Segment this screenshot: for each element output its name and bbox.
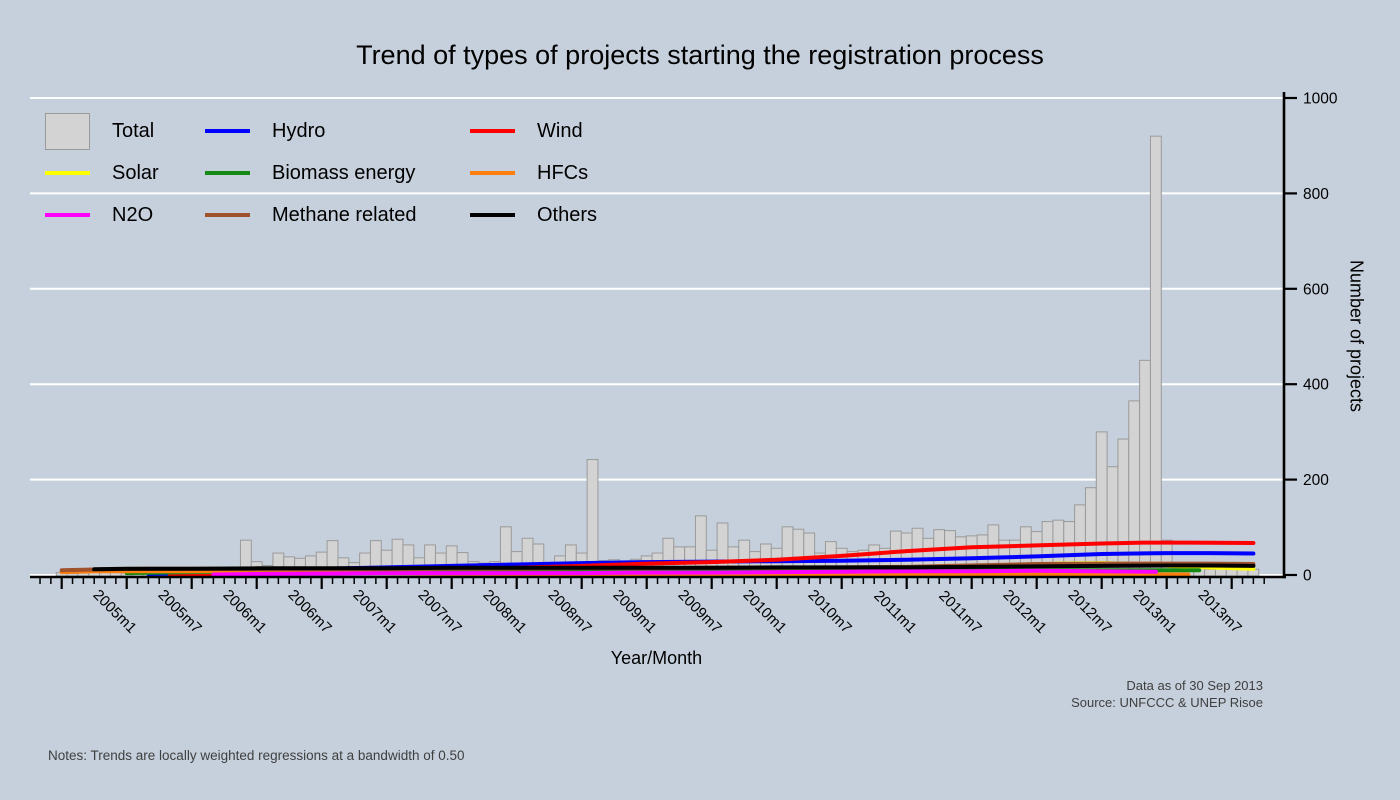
- legend-label: Hydro: [272, 119, 326, 142]
- y-tick-label: 800: [1303, 186, 1329, 203]
- legend-swatch-box-total: [45, 112, 90, 150]
- x-tick-label: 2011m7: [935, 587, 985, 637]
- trend-line-n2o: [211, 568, 1158, 577]
- legend-item-hydro: Hydro: [205, 110, 470, 152]
- y-tick-label: 1000: [1303, 91, 1338, 108]
- legend-swatch-line-hydro: [205, 129, 250, 133]
- x-tick-label: 2010m7: [805, 586, 855, 636]
- x-tick-label: 2005m1: [90, 586, 140, 636]
- legend-swatch-line-biomass-energy: [205, 171, 250, 175]
- legend-swatch-line-hfcs: [470, 171, 515, 175]
- trend-line-others: [92, 563, 1256, 572]
- legend-item-others: Others: [470, 194, 597, 236]
- y-axis-title: Number of projects: [1346, 259, 1367, 413]
- y-tick-label: 600: [1303, 281, 1329, 298]
- legend-label: Biomass energy: [272, 161, 416, 184]
- data-as-of-text: Data as of 30 Sep 2013: [1126, 678, 1263, 693]
- x-tick-label: 2008m7: [545, 586, 595, 636]
- legend-label: Solar: [112, 161, 159, 184]
- legend-item-methane-related: Methane related: [205, 194, 470, 236]
- x-tick-label: 2009m1: [610, 586, 660, 636]
- legend-swatch-line-methane-related: [205, 213, 250, 217]
- source-block: Data as of 30 Sep 2013 Source: UNFCCC & …: [663, 678, 1263, 711]
- legend-label: HFCs: [537, 161, 589, 184]
- legend-item-wind: Wind: [470, 110, 597, 152]
- x-tick-label: 2013m7: [1195, 586, 1245, 636]
- y-tick-label: 200: [1303, 472, 1329, 489]
- legend: Total Hydro Wind Solar Biomass energy HFCs N2O…: [45, 110, 597, 236]
- total-bar: [586, 459, 599, 577]
- legend-item-hfcs: HFCs: [470, 152, 597, 194]
- y-tick-label: 400: [1303, 377, 1329, 394]
- x-tick-label: 2005m7: [155, 586, 205, 636]
- x-tick-label: 2013m1: [1130, 586, 1180, 636]
- chart-title: Trend of types of projects starting the …: [356, 40, 1044, 70]
- total-bar: [1106, 466, 1119, 577]
- x-tick-label: 2012m1: [1000, 586, 1050, 636]
- legend-label: N2O: [112, 203, 154, 226]
- legend-label: Others: [537, 203, 598, 226]
- x-tick-label: 2006m1: [220, 586, 270, 636]
- notes-text: Notes: Trends are locally weighted regre…: [48, 748, 465, 763]
- legend-swatch-line-others: [470, 213, 515, 217]
- x-tick-label: 2011m1: [870, 587, 920, 637]
- total-bar: [1149, 135, 1162, 577]
- total-bar: [1128, 400, 1141, 577]
- legend-item-n2o: N2O: [45, 194, 205, 236]
- x-tick-label: 2010m1: [740, 586, 790, 636]
- source-text: Source: UNFCCC & UNEP Risoe: [1071, 694, 1263, 710]
- legend-swatch-line-wind: [470, 129, 515, 133]
- total-bar: [1204, 568, 1216, 577]
- legend-item-solar: Solar: [45, 152, 205, 194]
- x-tick-label: 2009m7: [675, 586, 725, 636]
- y-tick-label: 0: [1303, 568, 1312, 585]
- legend-label: Total: [112, 119, 155, 142]
- legend-swatch-line-n2o: [45, 213, 90, 217]
- x-tick-label: 2012m7: [1065, 586, 1115, 636]
- legend-swatch-line-solar: [45, 171, 90, 175]
- x-axis-title: Year/Month: [610, 648, 703, 668]
- legend-item-total: Total: [45, 110, 205, 152]
- legend-label: Methane related: [272, 203, 417, 226]
- total-bar: [66, 573, 79, 577]
- legend-label: Wind: [537, 119, 583, 142]
- x-tick-label: 2007m1: [350, 586, 400, 636]
- x-tick-label: 2006m7: [285, 586, 335, 636]
- x-tick-label: 2008m1: [480, 586, 530, 636]
- legend-item-biomass-energy: Biomass energy: [205, 152, 470, 194]
- x-tick-label: 2007m7: [415, 586, 465, 636]
